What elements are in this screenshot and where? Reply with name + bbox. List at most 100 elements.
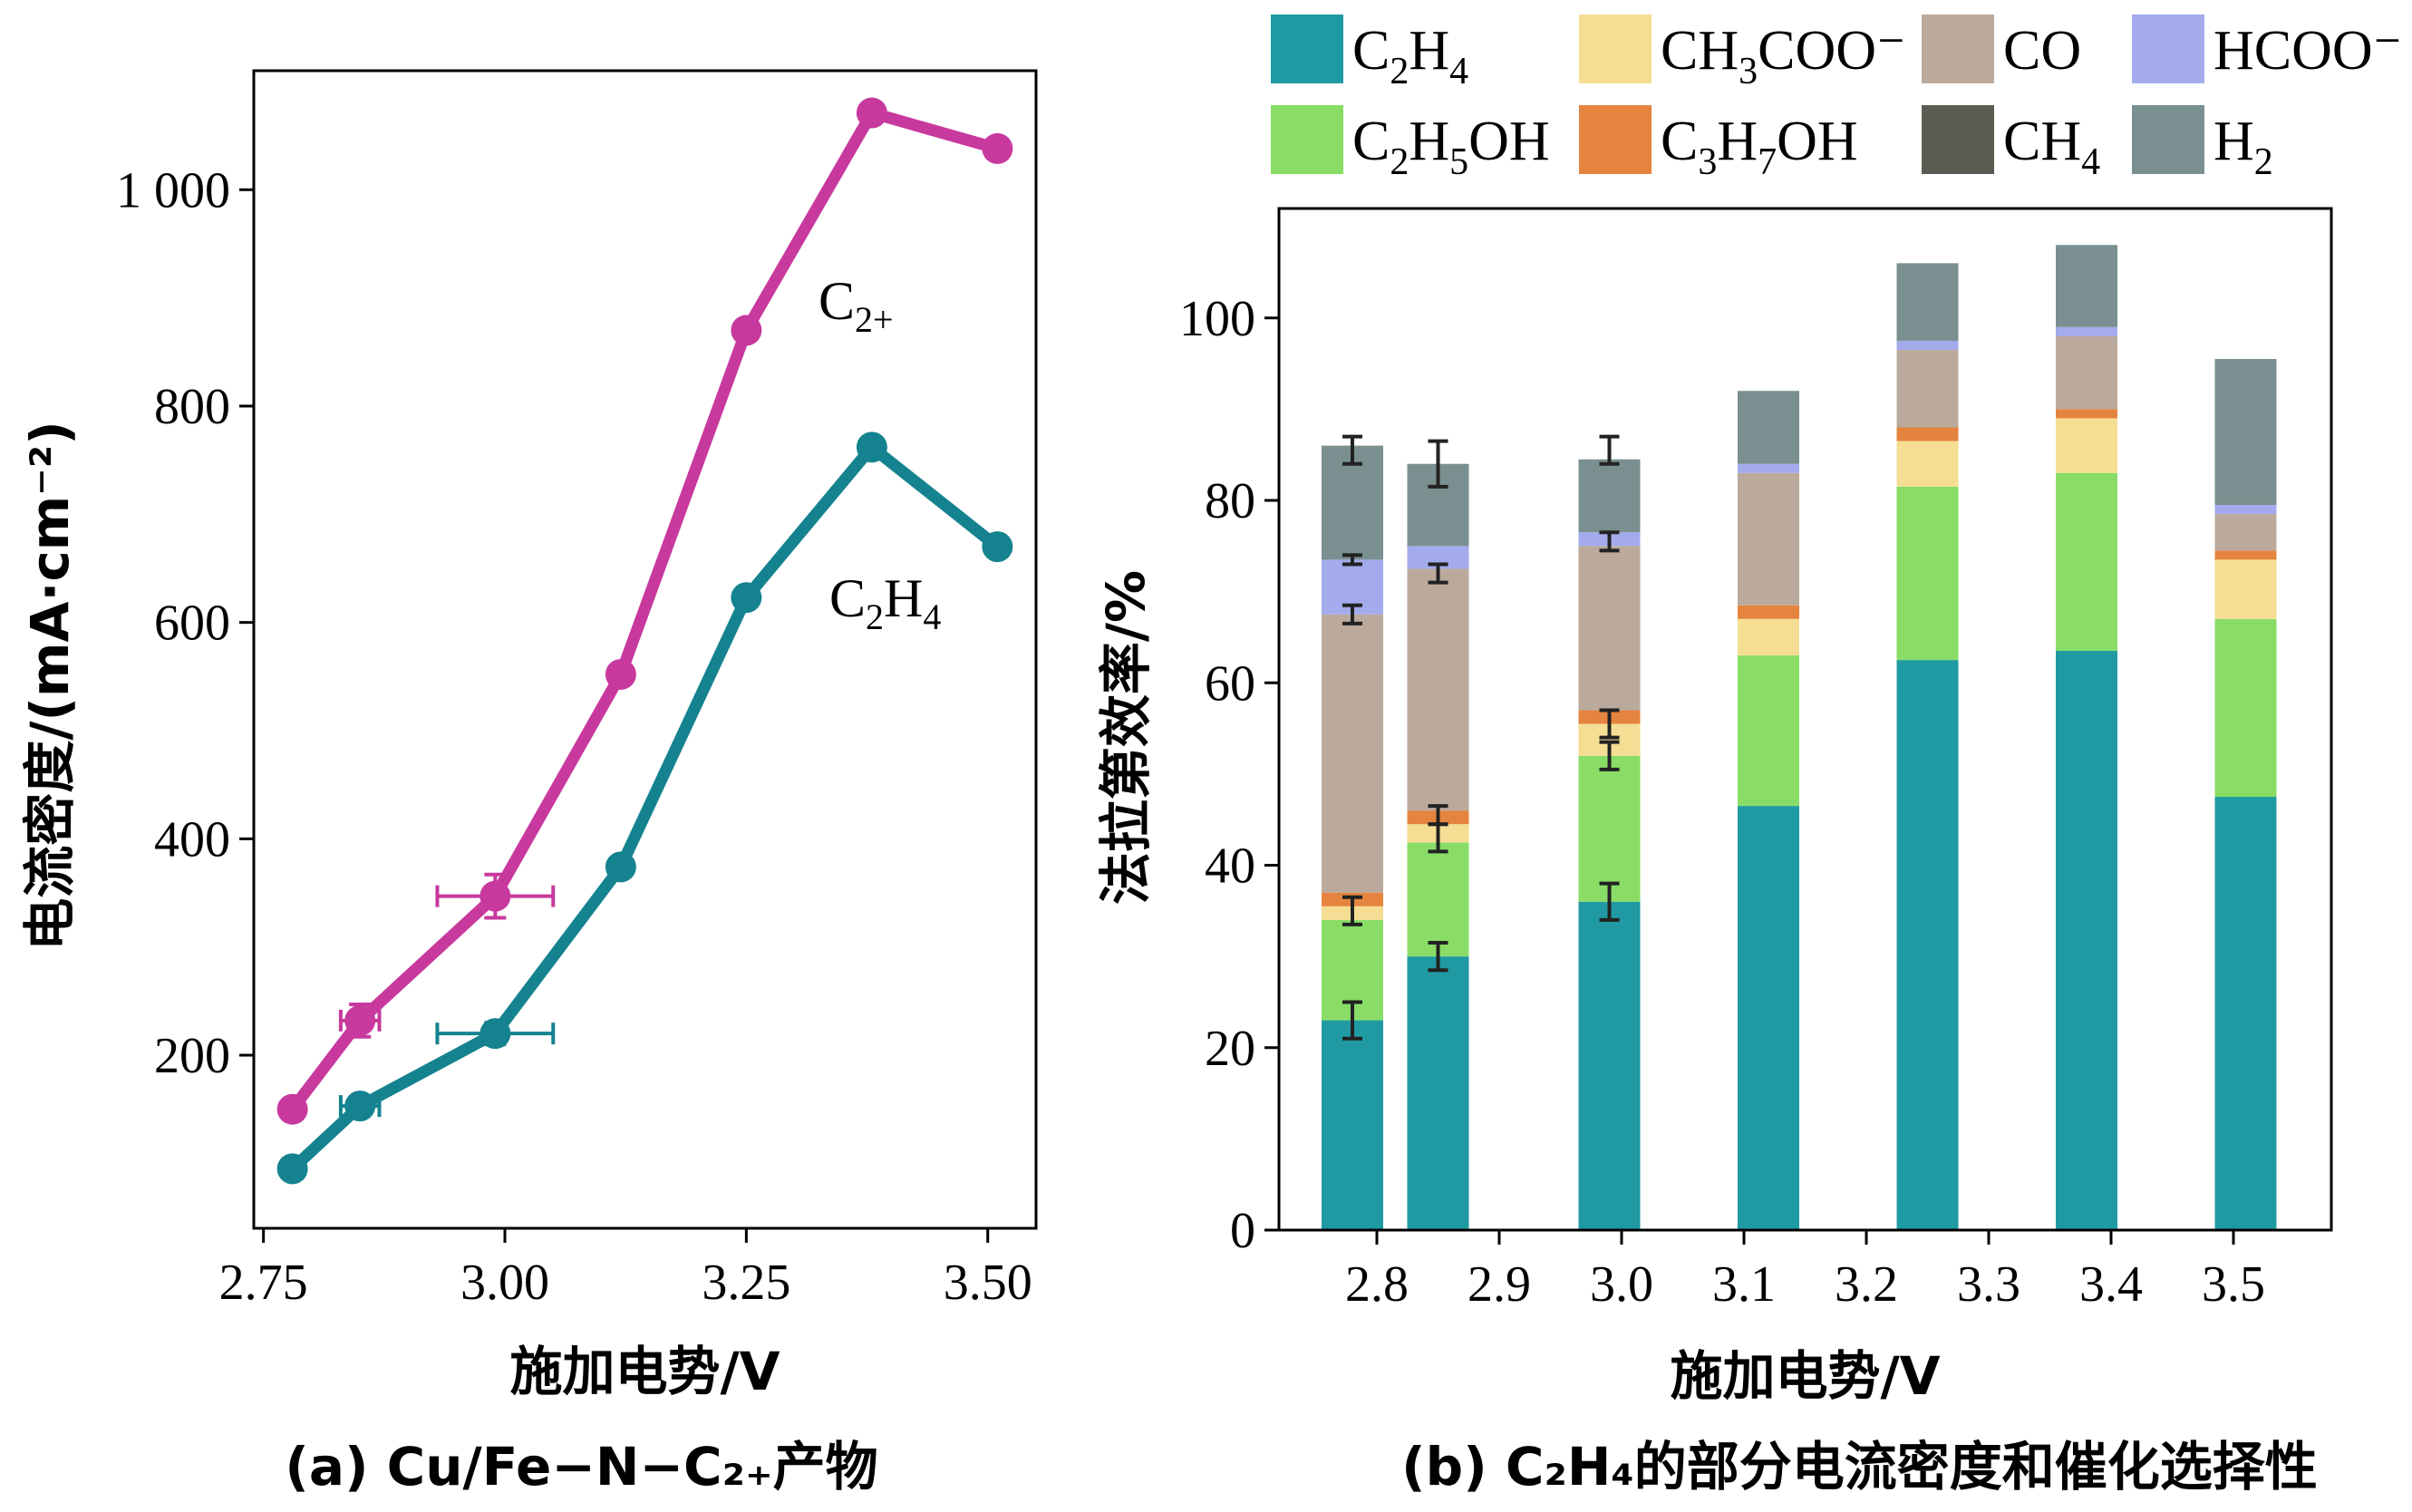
bar-segment-co <box>1322 614 1383 893</box>
data-point <box>605 658 636 690</box>
bar-segment-co <box>1738 472 1799 606</box>
error-bars <box>1428 439 1448 973</box>
series-c2h4 <box>276 431 1013 1185</box>
y-tick-label: 0 <box>1230 1203 1255 1259</box>
data-point <box>856 97 887 129</box>
data-point <box>276 1153 308 1185</box>
x-tick-label: 2.8 <box>1345 1256 1409 1313</box>
plot-frame <box>1277 207 2333 1232</box>
bar-stack <box>1738 391 1799 1230</box>
legend-label: CO <box>2003 20 2081 82</box>
data-point <box>605 851 636 883</box>
data-point <box>982 132 1013 164</box>
bar-segment-c2h5oh <box>1896 486 1959 661</box>
bar-segment-c2h4 <box>1578 901 1641 1230</box>
legend-swatch <box>1579 15 1652 83</box>
bar-segment-ch3coo <box>2214 559 2277 619</box>
legend-label: C2H5OH <box>1352 111 1550 183</box>
y-tick-label: 800 <box>154 379 230 435</box>
y-tick-label: 40 <box>1205 838 1255 895</box>
bar-stack <box>1322 445 1383 1230</box>
y-tick-label: 400 <box>154 811 230 867</box>
x-axis-title: 施加电势/V <box>509 1341 780 1402</box>
legend-swatch <box>1922 15 1994 83</box>
bar-segment-co <box>1578 546 1641 711</box>
legend-item-hcoo: HCOO⁻ <box>2132 15 2402 83</box>
bar-segment-h2 <box>2214 359 2277 506</box>
data-point <box>479 880 511 912</box>
bar-stack <box>1896 263 1959 1230</box>
y-tick-label: 100 <box>1179 291 1255 347</box>
bar-segment-ch3coo <box>1896 441 1959 487</box>
y-tick-label: 1 000 <box>116 162 230 218</box>
bar-segment-c3h7oh <box>2214 550 2277 560</box>
bar-segment-c2h5oh <box>1738 655 1799 807</box>
legend-item-c2h5oh: C2H5OH <box>1271 105 1550 183</box>
panel-b-stacked-bar-chart: 2.8 2.9 3.0 3.1 3.2 3.3 3.4 3.5 0 20 40 60 80 100 施加电势… <box>1095 15 2402 1497</box>
bar-stack <box>1407 463 1469 1230</box>
x-tick-label: 2.75 <box>219 1255 308 1311</box>
caption-a: (a) Cu/Fe−N−C₂₊产物 <box>285 1436 877 1497</box>
series-line <box>286 441 1003 1175</box>
legend-label: C2H4 <box>1352 20 1468 92</box>
panel-a-line-chart: 2.75 3.00 3.25 3.50 200 400 600 800 1 000 施加电势/V 电… <box>19 69 1038 1497</box>
bar-segment-c2h4 <box>1738 806 1799 1230</box>
bar-segment-c3h7oh <box>2056 409 2117 419</box>
bar-segment-h2 <box>1578 459 1641 533</box>
x-tick-label: 3.3 <box>1957 1256 2020 1313</box>
bar-segment-c2h4 <box>1407 956 1469 1230</box>
data-point <box>856 431 887 463</box>
bar-segment-h2 <box>1738 391 1799 464</box>
data-point <box>276 1093 308 1125</box>
legend-swatch <box>1271 105 1343 174</box>
bar-stack <box>1578 459 1641 1230</box>
x-tick-label: 3.00 <box>460 1255 549 1311</box>
bar-segment-c3h7oh <box>1896 427 1959 441</box>
legend-label: C3H7OH <box>1661 111 1858 183</box>
bar-stack <box>2056 245 2117 1230</box>
y-axis-title: 法拉第效率/% <box>1095 570 1157 905</box>
bar-segment-c2h4 <box>1322 1020 1383 1230</box>
legend-label: CH3COO⁻ <box>1661 20 1906 92</box>
bar-segment-co <box>1896 349 1959 428</box>
legend-label: H2 <box>2213 111 2273 183</box>
x-axis-title: 施加电势/V <box>1670 1345 1940 1407</box>
legend: C2H4 CH3COO⁻ CO HCOO⁻ C2H5OH C3H7OH CH4 H2 <box>1271 15 2402 183</box>
legend-label: HCOO⁻ <box>2213 20 2402 82</box>
legend-item-h2: H2 <box>2132 105 2273 183</box>
bar-segment-c2h4 <box>2056 651 2117 1230</box>
y-axis-title: 电流密度/(mA·cm⁻²) <box>19 421 81 950</box>
bar-segment-ch3coo <box>1738 618 1799 656</box>
legend-item-ch3coo: CH3COO⁻ <box>1579 15 1906 92</box>
legend-item-co: CO <box>1922 15 2081 83</box>
x-tick-label: 3.2 <box>1835 1256 1898 1313</box>
series-label-c2h4: C2H4 <box>829 568 941 637</box>
bar-segment-c2h5oh <box>2214 618 2277 798</box>
legend-swatch <box>1579 105 1652 174</box>
x-tick-label: 3.4 <box>2079 1256 2143 1313</box>
legend-swatch <box>2132 15 2204 83</box>
legend-item-c3h7oh: C3H7OH <box>1579 105 1858 183</box>
x-tick-label: 3.50 <box>944 1255 1032 1311</box>
legend-swatch <box>1922 105 1994 174</box>
bar-segment-c2h5oh <box>2056 472 2117 652</box>
legend-swatch <box>2132 105 2204 174</box>
x-tick-label: 3.1 <box>1712 1256 1776 1313</box>
data-point <box>344 1004 376 1036</box>
series-c2plus <box>276 97 1013 1125</box>
legend-label: CH4 <box>2003 111 2100 183</box>
y-tick-label: 200 <box>154 1028 230 1084</box>
bar-stack <box>2214 359 2277 1230</box>
bar-segment-h2 <box>1896 263 1959 341</box>
data-point <box>731 315 762 346</box>
bar-segment-h2 <box>2056 245 2117 327</box>
bar-segment-c2h5oh <box>1578 755 1641 902</box>
bar-segment-hcoo <box>1738 463 1799 473</box>
y-tick-label: 600 <box>154 596 230 652</box>
bar-segment-co <box>2056 335 2117 410</box>
x-tick-label: 3.25 <box>702 1255 790 1311</box>
caption-b: (b) C₂H₄的部分电流密度和催化选择性 <box>1401 1436 2318 1497</box>
x-tick-label: 3.0 <box>1590 1256 1653 1313</box>
bar-segment-c2h5oh <box>1407 842 1469 957</box>
bar-segment-hcoo <box>2214 505 2277 515</box>
